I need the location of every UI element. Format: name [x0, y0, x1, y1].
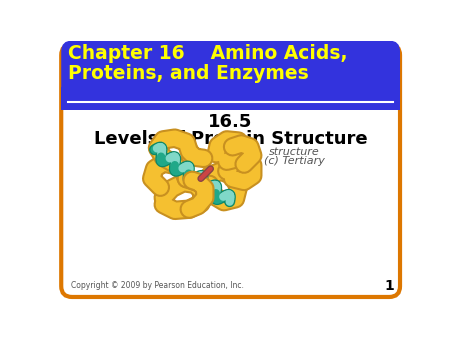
- Text: 16.5: 16.5: [208, 113, 253, 131]
- Text: Proteins, and Enzymes: Proteins, and Enzymes: [68, 64, 309, 83]
- Text: 1: 1: [385, 279, 395, 293]
- FancyBboxPatch shape: [61, 41, 400, 110]
- Text: Copyright © 2009 by Pearson Education, Inc.: Copyright © 2009 by Pearson Education, I…: [71, 281, 244, 290]
- Text: (c) Tertiary: (c) Tertiary: [264, 156, 325, 166]
- Bar: [61, 87, 400, 110]
- FancyBboxPatch shape: [61, 44, 400, 297]
- Text: structure: structure: [269, 147, 320, 157]
- Text: Levels of Protein Structure: Levels of Protein Structure: [94, 130, 368, 148]
- Text: Chapter 16    Amino Acids,: Chapter 16 Amino Acids,: [68, 44, 348, 64]
